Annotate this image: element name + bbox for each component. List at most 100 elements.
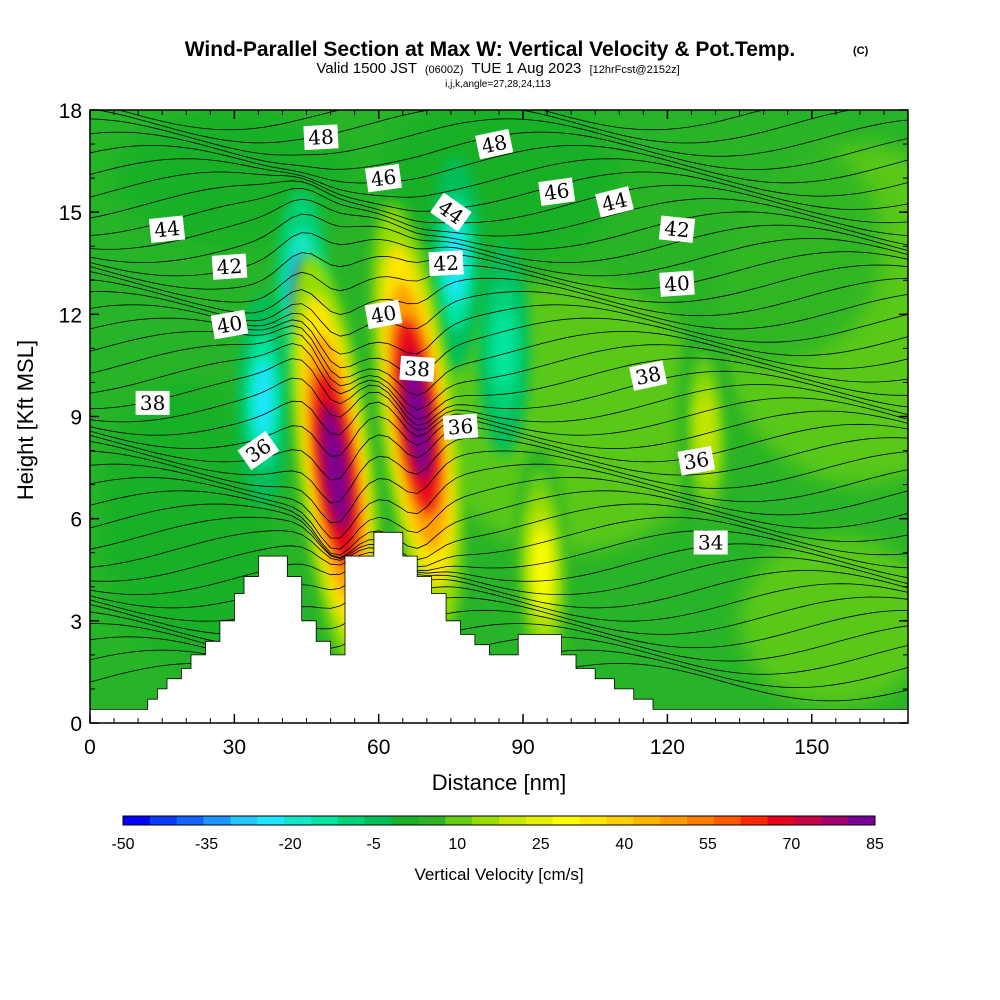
theta-contour-label: 40 (364, 299, 403, 330)
contour-label-box (693, 530, 728, 555)
contour-label-text: 38 (633, 361, 663, 390)
colorbar-swatch (606, 816, 634, 825)
colorbar-swatch (149, 816, 178, 825)
contour-label-text: 40 (215, 311, 244, 339)
colorbar-swatch (176, 816, 204, 825)
updraft-core (321, 404, 350, 532)
contour-label-text: 40 (369, 300, 398, 328)
theta-contour-label: 36 (677, 446, 716, 476)
contour-label-box (237, 431, 280, 471)
contour-label-box (629, 360, 668, 391)
colorbar-swatch (257, 816, 285, 825)
theta-contour-line (90, 145, 908, 184)
contour-label-box (303, 124, 339, 151)
colorbar-swatch (713, 816, 742, 825)
contour-label-text: 34 (698, 531, 723, 555)
colorbar-tick-label: -20 (279, 836, 302, 853)
theta-contour-label: 42 (211, 253, 248, 280)
colorbar-swatch (499, 816, 527, 825)
subtitle-run: [12hrFcst@2152z] (590, 64, 680, 76)
contour-label-text: 38 (140, 391, 165, 415)
contour-label-box (399, 355, 435, 382)
downdraft-core (493, 307, 515, 389)
x-tick-label: 60 (367, 736, 390, 759)
colorbar-tick-label: 10 (448, 836, 466, 853)
colorbar-swatch (848, 816, 876, 825)
field-region (739, 535, 908, 706)
colorbar-swatch (284, 816, 312, 825)
theta-contour-line (90, 463, 908, 539)
contour-label-box (210, 309, 249, 340)
theta-contour-label: 44 (595, 186, 634, 218)
theta-contour-line (90, 437, 908, 504)
theta-contour-line (90, 516, 908, 568)
subtitle-valid: Valid 1500 JST (316, 60, 416, 77)
theta-contour-label: 46 (364, 163, 403, 193)
colorbar-swatch (391, 816, 419, 825)
x-tick-label: 0 (84, 736, 96, 759)
contour-label-box (658, 215, 696, 243)
colorbar-swatch (687, 816, 715, 825)
theta-contour-line (90, 556, 908, 596)
theta-contours (90, 110, 908, 702)
theta-contour-line (90, 251, 908, 290)
colorbar-swatch (660, 816, 688, 825)
contour-label-box (211, 253, 248, 280)
theta-contour-label: 38 (135, 390, 170, 415)
chart-title: Wind-Parallel Section at Max W: Vertical… (185, 38, 796, 61)
colorbar-swatch (230, 816, 258, 825)
colorbar-swatch (418, 816, 446, 825)
contour-label-text: 48 (308, 125, 335, 150)
theta-contour-line (90, 277, 908, 317)
velocity-field (99, 110, 908, 706)
contour-label-box (148, 215, 186, 243)
theta-contour-label: 48 (475, 128, 514, 160)
y-tick-label: 12 (59, 304, 82, 327)
colorbar-tick-label: 40 (615, 836, 633, 853)
x-axis-label: Distance [nm] (432, 770, 567, 795)
colorbar-swatch (740, 816, 768, 825)
updraft-core (403, 352, 432, 481)
colorbar-swatch (794, 816, 822, 825)
contour-label-text: 38 (404, 356, 431, 382)
colorbar-swatch (472, 816, 500, 825)
subtitle-utc: (0600Z) (425, 64, 464, 76)
colorbar-swatch (633, 816, 661, 825)
contour-label-box (430, 192, 472, 232)
theta-contour-label: 40 (659, 270, 695, 297)
theta-contour-line (90, 583, 908, 622)
title-copyright-mark: (C) (853, 45, 869, 57)
theta-contour-line (90, 180, 908, 224)
colorbar-swatch (525, 816, 554, 825)
theta-contour-line (90, 397, 908, 437)
theta-contour-label: 46 (538, 177, 576, 206)
theta-contour-line (90, 213, 908, 263)
contour-label-text: 44 (599, 187, 630, 216)
theta-contour-line (90, 110, 908, 144)
colorbar-title: Vertical Velocity [cm/s] (414, 865, 583, 884)
subtitle-params: i,j,k,angle=27,28,24,113 (445, 79, 551, 90)
colorbar-swatch (203, 816, 231, 825)
contour-label-box (659, 270, 695, 297)
theta-contour-line (90, 158, 908, 198)
theta-contour-line (90, 264, 908, 303)
y-tick-label: 15 (59, 202, 82, 225)
theta-contour-line (90, 171, 908, 212)
colorbar-swatch (364, 816, 392, 825)
x-tick-label: 120 (650, 736, 685, 759)
y-tick-label: 6 (70, 509, 82, 532)
contour-label-text: 44 (153, 216, 181, 243)
contour-label-box (538, 177, 576, 206)
contour-label-text: 40 (663, 271, 690, 297)
colorbar-swatch (579, 816, 607, 825)
theta-contour-line (90, 343, 908, 420)
contour-label-box (364, 299, 403, 330)
colorbar-tick-label: -35 (195, 836, 218, 853)
theta-contour-line (90, 530, 908, 572)
theta-contour-line (90, 198, 908, 250)
theta-contour-label: 42 (658, 215, 696, 243)
theta-contour-line (90, 450, 908, 524)
theta-contour-line (90, 543, 908, 582)
